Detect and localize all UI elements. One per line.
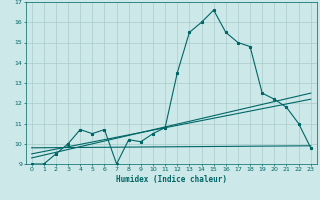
X-axis label: Humidex (Indice chaleur): Humidex (Indice chaleur) xyxy=(116,175,227,184)
